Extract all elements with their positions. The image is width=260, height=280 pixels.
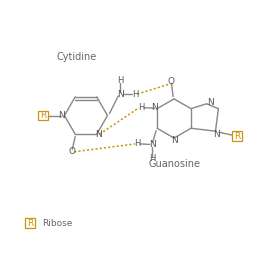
Text: N: N xyxy=(58,111,65,120)
Text: R: R xyxy=(234,132,240,141)
Text: H: H xyxy=(134,139,141,148)
Text: N: N xyxy=(213,130,220,139)
Text: R: R xyxy=(40,111,46,120)
Text: N: N xyxy=(149,140,155,150)
Text: N: N xyxy=(207,98,213,107)
Text: H: H xyxy=(138,103,145,112)
Text: Ribose: Ribose xyxy=(42,219,72,228)
FancyBboxPatch shape xyxy=(25,218,35,228)
Text: O: O xyxy=(69,147,76,156)
FancyBboxPatch shape xyxy=(232,131,242,141)
Text: Cytidine: Cytidine xyxy=(56,52,96,62)
Text: H: H xyxy=(132,90,138,99)
Text: Guanosine: Guanosine xyxy=(148,160,200,169)
Text: R: R xyxy=(27,219,33,228)
Text: N: N xyxy=(151,103,158,112)
Text: N: N xyxy=(95,130,102,139)
FancyBboxPatch shape xyxy=(38,111,48,120)
Text: N: N xyxy=(171,136,177,145)
Text: N: N xyxy=(117,90,124,99)
Text: H: H xyxy=(117,76,123,85)
Text: H: H xyxy=(149,154,155,163)
Text: O: O xyxy=(168,77,175,86)
